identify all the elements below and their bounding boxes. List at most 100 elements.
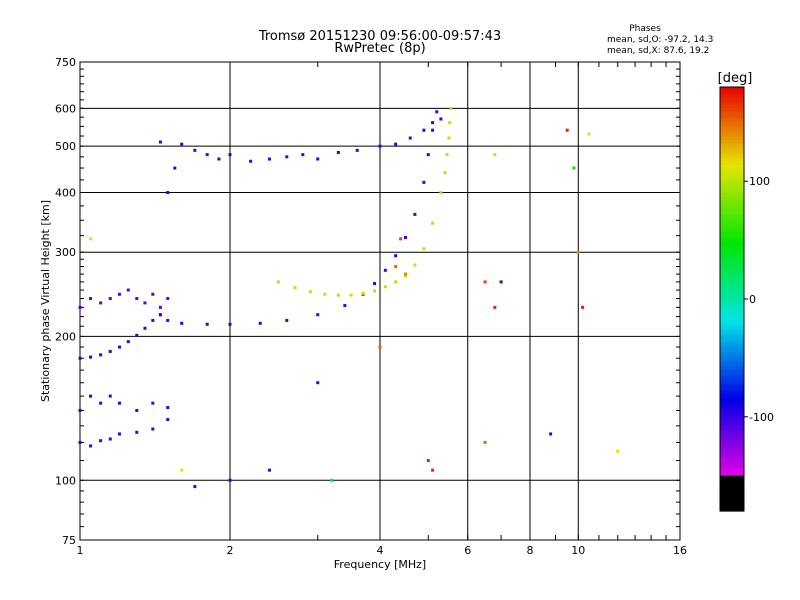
colorbar-band [720, 90, 744, 95]
colorbar-band [720, 200, 744, 205]
colorbar-band [720, 189, 744, 194]
data-trace [78, 394, 170, 412]
colorbar-band [720, 178, 744, 183]
data-point [422, 180, 426, 184]
colorbar-band [720, 479, 744, 484]
colorbar-band [720, 94, 744, 99]
data-point [403, 272, 407, 276]
data-point [285, 155, 289, 159]
y-tick-label: 600 [55, 102, 76, 115]
data-point [431, 221, 435, 225]
data-points [78, 106, 620, 489]
colorbar-band [720, 277, 744, 282]
colorbar-band [720, 196, 744, 201]
colorbar-band [720, 330, 744, 335]
colorbar-band [720, 366, 744, 371]
data-point [413, 212, 417, 216]
data-point [276, 280, 280, 284]
data-point [394, 254, 398, 258]
x-tick-label: 2 [227, 544, 234, 557]
colorbar-band [720, 362, 744, 367]
colorbar-band [720, 352, 744, 357]
data-trace [276, 106, 453, 297]
colorbar-band [720, 486, 744, 491]
data-point [483, 440, 487, 444]
colorbar-band [720, 150, 744, 155]
colorbar-band [720, 132, 744, 138]
colorbar-tick-label: 0 [749, 293, 756, 306]
data-point [576, 250, 580, 254]
data-point [493, 305, 497, 309]
data-point [205, 322, 209, 326]
colorbar-band [720, 320, 744, 325]
data-point [445, 153, 449, 157]
data-point [431, 128, 435, 132]
colorbar-band [720, 316, 744, 321]
colorbar-band [720, 125, 744, 130]
data-point [413, 263, 417, 267]
data-point [447, 136, 451, 140]
colorbar-band [720, 440, 744, 445]
colorbar-band [720, 171, 744, 176]
colorbar-band [720, 334, 744, 339]
data-point [151, 318, 155, 322]
data-point [126, 340, 130, 344]
data-point [166, 405, 170, 409]
data-point [394, 265, 398, 269]
colorbar-tick-label: 100 [749, 175, 770, 188]
colorbar-band [720, 299, 744, 304]
x-tick-label: 4 [377, 544, 384, 557]
colorbar-band [720, 108, 744, 113]
colorbar-band [720, 369, 744, 374]
data-point [399, 237, 403, 241]
y-tick-label: 750 [55, 56, 76, 69]
data-point [403, 274, 407, 278]
colorbar-band [720, 284, 744, 289]
data-point [89, 394, 93, 398]
colorbar-band [720, 164, 744, 169]
data-point [89, 355, 93, 359]
x-tick-label: 6 [464, 544, 471, 557]
x-axis-ticks: 1 2 4 6 8 10 16 [77, 62, 687, 557]
data-point [316, 157, 320, 161]
data-point [443, 171, 447, 175]
data-point [135, 430, 139, 434]
data-point [422, 128, 426, 132]
colorbar-band [720, 228, 744, 233]
data-point [135, 333, 139, 337]
data-point [408, 136, 412, 140]
colorbar-band [720, 270, 744, 275]
data-point [426, 458, 430, 462]
colorbar-band [720, 503, 744, 509]
colorbar-band [720, 249, 744, 254]
data-point [99, 439, 103, 443]
data-point [587, 132, 591, 136]
colorbar-band [720, 140, 744, 145]
data-point [373, 289, 377, 293]
data-point [173, 166, 177, 170]
colorbar-band [720, 309, 744, 314]
colorbar-band [720, 313, 744, 318]
data-trace [78, 313, 162, 360]
colorbar-band [720, 281, 744, 286]
data-point [355, 148, 359, 152]
data-point [228, 153, 232, 157]
colorbar-band [720, 458, 744, 463]
data-point [449, 106, 453, 110]
data-point [205, 153, 209, 157]
colorbar-band [720, 359, 744, 364]
data-point [249, 159, 253, 163]
colorbar-band [720, 129, 744, 134]
colorbar-band [720, 185, 744, 191]
data-point [394, 142, 398, 146]
colorbar-band [720, 373, 744, 378]
data-point [267, 157, 271, 161]
chart-subtitle: RwPretec (8p) [334, 41, 425, 56]
colorbar-tick-label: -100 [749, 411, 774, 424]
data-point [439, 117, 443, 121]
colorbar-band [720, 341, 744, 346]
colorbar-band [720, 422, 744, 427]
data-point [108, 394, 112, 398]
colorbar-label: [deg] [718, 71, 753, 86]
data-trace [158, 117, 443, 194]
